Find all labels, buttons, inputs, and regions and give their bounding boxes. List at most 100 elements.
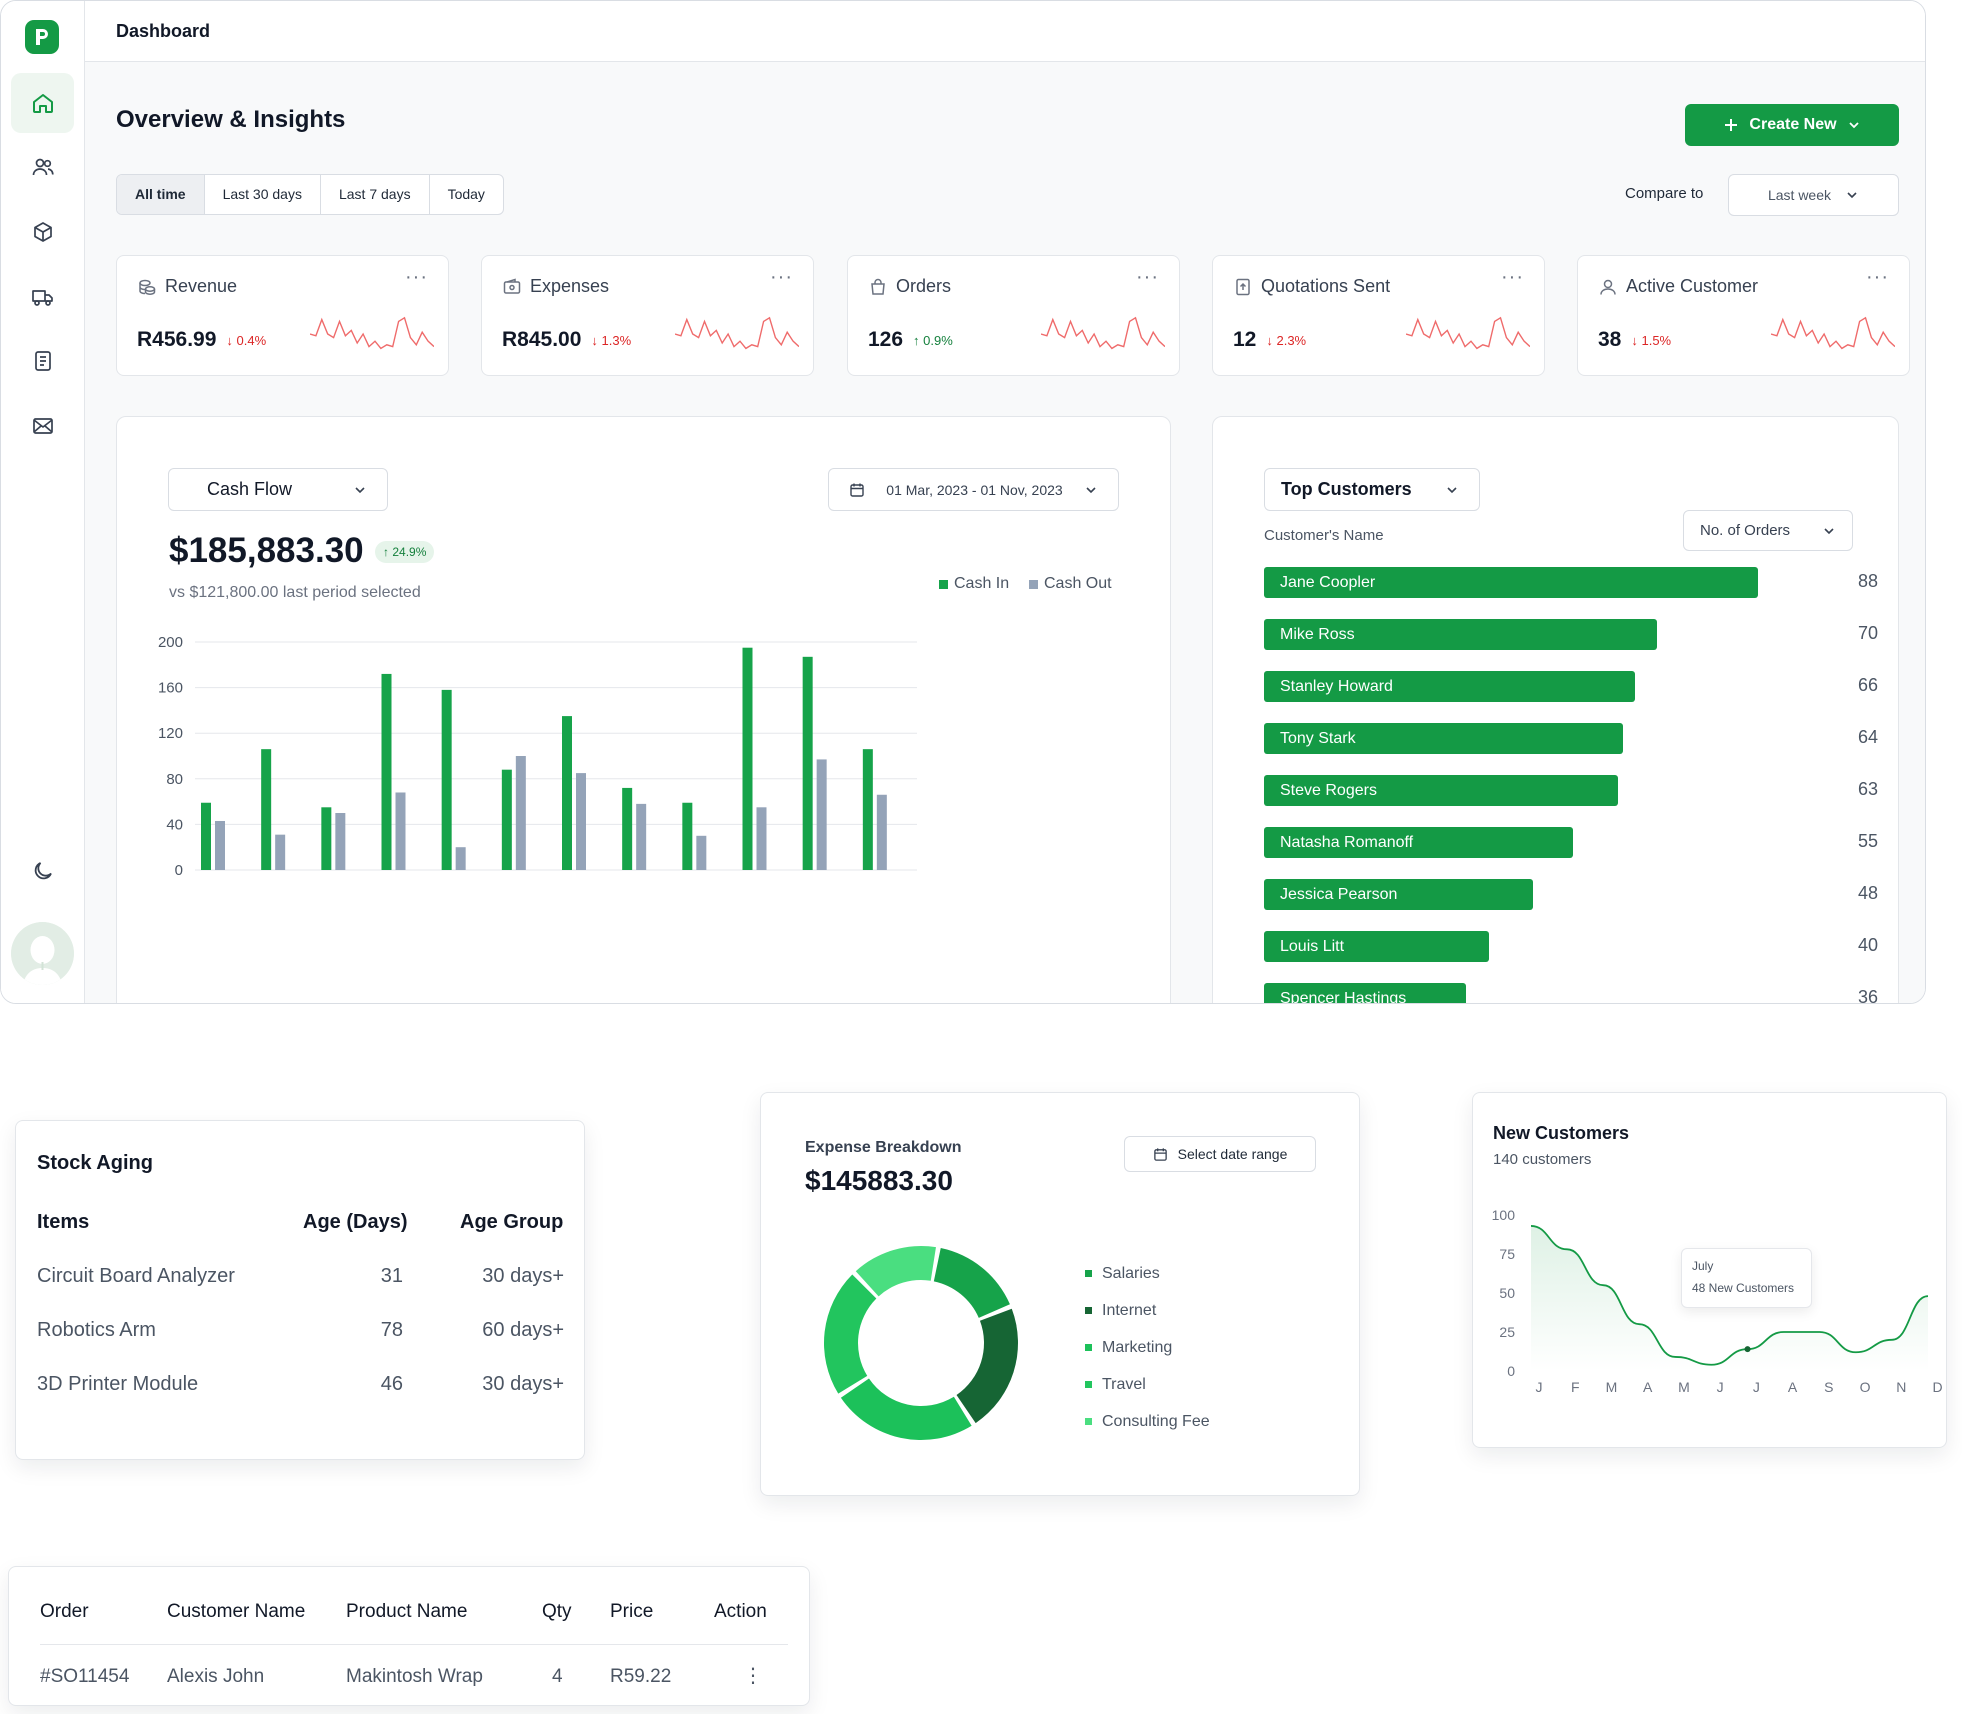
bar-cash-out: [275, 834, 286, 870]
filter-last-7-days[interactable]: Last 7 days: [321, 175, 430, 214]
kpi-value: 126: [868, 328, 904, 351]
expense-donut-chart: [823, 1245, 1019, 1441]
customer-row[interactable]: Steve Rogers 63: [1264, 775, 1884, 806]
bar-cash-in: [682, 802, 693, 870]
customer-row[interactable]: Stanley Howard 66: [1264, 671, 1884, 702]
table-header: Qty: [542, 1601, 572, 1622]
bar-cash-out: [816, 759, 827, 870]
nav-products[interactable]: [11, 202, 74, 262]
x-tick-label: D: [1932, 1379, 1942, 1395]
y-tick-label: 0: [175, 862, 183, 879]
x-tick-label: J: [1717, 1379, 1724, 1395]
more-icon[interactable]: ···: [1866, 266, 1889, 288]
table-cell: 3D Printer Module: [37, 1373, 199, 1395]
bar-cash-in: [562, 716, 572, 870]
customer-orders-value: 63: [1857, 779, 1878, 799]
bar-cash-out: [576, 773, 586, 870]
customer-orders-value: 64: [1857, 727, 1878, 747]
bar-cash-out: [876, 794, 887, 870]
kpi-card-revenue: Revenue ··· R456.99 ↓ 0.4%: [116, 255, 449, 376]
legend-swatch: [1085, 1344, 1092, 1351]
donut-slice: [956, 1308, 1019, 1424]
metric-select[interactable]: No. of Orders: [1683, 510, 1853, 551]
bar-cash-in: [501, 769, 512, 870]
arrow-down-icon: ↓: [1631, 332, 1642, 348]
more-icon[interactable]: ···: [1136, 266, 1159, 288]
customer-row[interactable]: Jessica Pearson 48: [1264, 879, 1884, 910]
avatar[interactable]: [11, 922, 74, 985]
nav-home[interactable]: [11, 73, 74, 133]
customer-row[interactable]: Jane Coopler 88: [1264, 567, 1884, 598]
kpi-value: R845.00: [502, 328, 582, 351]
bar-cash-out: [636, 803, 647, 870]
customer-bar: Louis Litt: [1264, 931, 1489, 962]
customer-row[interactable]: Spencer Hastings 36: [1264, 983, 1884, 1003]
kpi-card-orders: Orders ··· 126 ↑ 0.9%: [847, 255, 1180, 376]
table-header: Order: [40, 1601, 89, 1622]
metric-select-label: No. of Orders: [1700, 522, 1791, 539]
legend-swatch: [1085, 1270, 1092, 1277]
legend-swatch: [1029, 579, 1038, 589]
x-tick-label: J: [1536, 1379, 1543, 1395]
bar-cash-out: [756, 807, 767, 870]
nav-users[interactable]: [11, 137, 74, 197]
table-cell: Makintosh Wrap: [346, 1666, 483, 1687]
customer-bar: Tony Stark: [1264, 723, 1624, 754]
logo-icon[interactable]: [25, 20, 59, 54]
kpi-value: 38: [1598, 328, 1622, 351]
customer-row[interactable]: Louis Litt 40: [1264, 931, 1884, 962]
table-header: Age Group: [460, 1211, 564, 1233]
cash-flow-card: Cash Flow 01 Mar, 2023 - 01 Nov, 2023 $1…: [116, 416, 1171, 1003]
kpi-change: ↓ 0.4%: [226, 332, 267, 348]
users-icon: [32, 158, 54, 176]
wallet-icon: [503, 277, 521, 294]
more-icon[interactable]: ···: [770, 266, 793, 288]
customer-bar: Natasha Romanoff: [1264, 827, 1573, 858]
cash-flow-select[interactable]: Cash Flow: [168, 468, 388, 511]
nav-dark-mode[interactable]: [11, 841, 74, 901]
calendar-icon: [850, 483, 864, 497]
new-customers-card: New Customers 140 customers 0 25 50 75 100 J F…: [1472, 1092, 1947, 1448]
customer-orders-value: 66: [1857, 675, 1878, 695]
filter-today[interactable]: Today: [447, 186, 485, 202]
create-new-button[interactable]: Create New: [1685, 104, 1899, 146]
customer-row[interactable]: Mike Ross 70: [1264, 619, 1884, 650]
filter-last-30-days[interactable]: Last 30 days: [205, 175, 321, 214]
table-cell: 78: [380, 1319, 403, 1341]
filter-all-time[interactable]: All time: [117, 175, 205, 214]
row-action-menu-icon[interactable]: ⋮: [743, 1665, 763, 1687]
arrow-up-icon: ↑: [913, 332, 924, 348]
date-range-picker[interactable]: 01 Mar, 2023 - 01 Nov, 2023: [828, 468, 1119, 511]
arrow-down-icon: ↓: [591, 332, 602, 348]
x-tick-label: O: [1860, 1379, 1871, 1395]
x-tick-label: A: [1788, 1379, 1798, 1395]
box-icon: [33, 222, 52, 242]
nav-delivery[interactable]: [11, 267, 74, 327]
more-icon[interactable]: ···: [1501, 266, 1524, 288]
customer-row[interactable]: Tony Stark 64: [1264, 723, 1884, 754]
top-customers-select[interactable]: Top Customers: [1264, 468, 1480, 511]
y-tick-label: 75: [1499, 1246, 1515, 1262]
legend-cash-in: Cash In: [939, 575, 1009, 593]
coins-icon: [139, 279, 156, 295]
area-line: [1530, 1225, 1929, 1366]
chart-tooltip: July 48 New Customers: [1681, 1248, 1812, 1308]
x-tick-label: S: [1824, 1379, 1833, 1395]
customer-name-column-label: Customer's Name: [1264, 527, 1384, 544]
donut-slice: [823, 1274, 877, 1394]
home-icon: [32, 94, 53, 113]
more-icon[interactable]: ···: [405, 266, 428, 288]
table-cell: 31: [380, 1265, 403, 1287]
nav-documents[interactable]: [11, 331, 74, 391]
select-date-range-button[interactable]: Select date range: [1124, 1136, 1316, 1172]
new-customers-chart: 0 25 50 75 100 J F M A M J J A S O N D: [1492, 1207, 1943, 1395]
kpi-value: R456.99: [137, 328, 217, 351]
compare-select[interactable]: Last week: [1728, 174, 1899, 216]
donut-slice: [840, 1378, 972, 1441]
select-date-range-label: Select date range: [1177, 1146, 1288, 1162]
customer-orders-value: 48: [1857, 883, 1878, 903]
nav-mail[interactable]: [11, 396, 74, 456]
customer-row[interactable]: Natasha Romanoff 55: [1264, 827, 1884, 858]
kpi-value: 12: [1233, 328, 1257, 351]
kpi-card-quotations: Quotations Sent ··· 12 ↓ 2.3%: [1212, 255, 1545, 376]
